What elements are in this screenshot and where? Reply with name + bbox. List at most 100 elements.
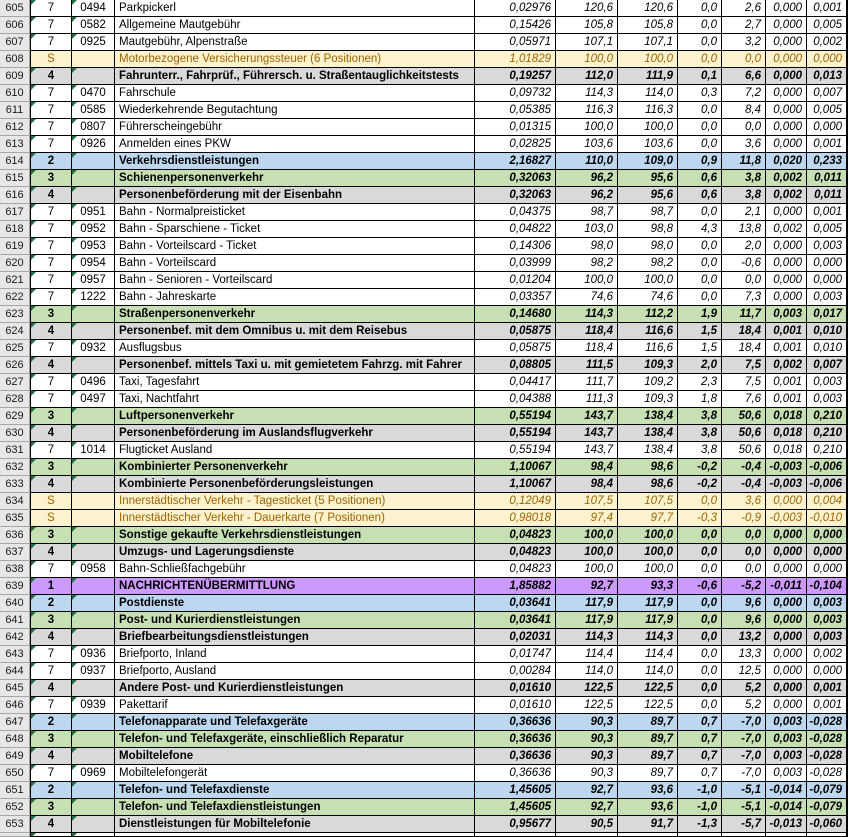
value-cell[interactable]: 107,1 bbox=[618, 34, 678, 51]
level-cell[interactable]: 7 bbox=[30, 646, 72, 663]
value-cell[interactable]: 0,0 bbox=[678, 629, 722, 646]
code-cell[interactable] bbox=[72, 170, 115, 187]
value-cell[interactable]: 0,0 bbox=[678, 612, 722, 629]
code-cell[interactable] bbox=[72, 612, 115, 629]
value-cell[interactable]: 0,95677 bbox=[475, 816, 556, 833]
value-cell[interactable]: 3,8 bbox=[722, 170, 766, 187]
level-cell[interactable]: 3 bbox=[30, 799, 72, 816]
level-cell[interactable]: 7 bbox=[30, 561, 72, 578]
value-cell[interactable]: 1,9 bbox=[678, 306, 722, 323]
value-cell[interactable]: 13,3 bbox=[722, 646, 766, 663]
value-cell[interactable]: 112,0 bbox=[556, 68, 618, 85]
value-cell[interactable]: -7,0 bbox=[722, 731, 766, 748]
value-cell[interactable]: 109,2 bbox=[618, 374, 678, 391]
code-cell[interactable]: 0952 bbox=[72, 221, 115, 238]
level-cell[interactable]: 7 bbox=[30, 85, 72, 102]
value-cell[interactable]: 0,04823 bbox=[475, 561, 556, 578]
value-cell[interactable]: 89,7 bbox=[618, 714, 678, 731]
value-cell[interactable]: 100,0 bbox=[556, 51, 618, 68]
value-cell[interactable]: 120,6 bbox=[618, 0, 678, 17]
row-number-header[interactable]: 620 bbox=[0, 255, 30, 272]
value-cell[interactable]: 109,3 bbox=[618, 391, 678, 408]
code-cell[interactable] bbox=[72, 510, 115, 527]
value-cell[interactable]: 0,7 bbox=[678, 714, 722, 731]
value-cell[interactable]: -0,6 bbox=[722, 255, 766, 272]
row-number-header[interactable]: 621 bbox=[0, 272, 30, 289]
value-cell[interactable]: 74,6 bbox=[618, 289, 678, 306]
item-name-cell[interactable]: Führerscheingebühr bbox=[115, 119, 475, 136]
value-cell[interactable]: 1,85882 bbox=[475, 578, 556, 595]
level-cell[interactable]: 4 bbox=[30, 816, 72, 833]
value-cell[interactable]: 114,0 bbox=[618, 85, 678, 102]
item-name-cell[interactable]: Parkpickerl bbox=[115, 0, 475, 17]
value-cell[interactable]: 93,3 bbox=[618, 578, 678, 595]
value-cell[interactable]: 98,4 bbox=[556, 459, 618, 476]
row-number-header[interactable]: 610 bbox=[0, 85, 30, 102]
value-cell[interactable]: 3,6 bbox=[722, 493, 766, 510]
value-cell[interactable]: 1,45605 bbox=[475, 782, 556, 799]
row-number-header[interactable]: 611 bbox=[0, 102, 30, 119]
value-cell[interactable]: 100,0 bbox=[618, 272, 678, 289]
item-name-cell[interactable]: Dienstleistungen für Mobiltelefonie bbox=[115, 816, 475, 833]
item-name-cell[interactable]: Straßenpersonenverkehr bbox=[115, 306, 475, 323]
value-cell[interactable]: 0,003 bbox=[807, 238, 848, 255]
value-cell[interactable]: 0,14680 bbox=[475, 306, 556, 323]
value-cell[interactable]: 0,55194 bbox=[475, 442, 556, 459]
level-cell[interactable]: 4 bbox=[30, 187, 72, 204]
value-cell[interactable]: 2,16827 bbox=[475, 153, 556, 170]
item-name-cell[interactable]: Mobiltelefongerät bbox=[115, 765, 475, 782]
value-cell[interactable]: -5,2 bbox=[722, 578, 766, 595]
value-cell[interactable]: -0,079 bbox=[807, 782, 848, 799]
row-number-header[interactable]: 642 bbox=[0, 629, 30, 646]
value-cell[interactable]: -0,2 bbox=[678, 459, 722, 476]
row-number-header[interactable]: 649 bbox=[0, 748, 30, 765]
code-cell[interactable]: 0951 bbox=[72, 204, 115, 221]
value-cell[interactable]: 8,4 bbox=[722, 102, 766, 119]
value-cell[interactable]: -0,4 bbox=[722, 459, 766, 476]
item-name-cell[interactable]: Briefbearbeitungsdienstleistungen bbox=[115, 629, 475, 646]
value-cell[interactable]: 98,8 bbox=[618, 221, 678, 238]
item-name-cell[interactable]: Bahn - Vorteilscard - Ticket bbox=[115, 238, 475, 255]
row-number-header[interactable]: 629 bbox=[0, 408, 30, 425]
value-cell[interactable]: 143,7 bbox=[556, 408, 618, 425]
code-cell[interactable]: 0939 bbox=[72, 697, 115, 714]
value-cell[interactable]: 0,020 bbox=[766, 153, 807, 170]
row-number-header[interactable] bbox=[0, 833, 30, 837]
value-cell[interactable] bbox=[722, 833, 766, 837]
item-name-cell[interactable]: Telefon- und Telefaxdienste bbox=[115, 782, 475, 799]
value-cell[interactable]: 0,0 bbox=[678, 595, 722, 612]
code-cell[interactable]: 1014 bbox=[72, 442, 115, 459]
value-cell[interactable]: 0,000 bbox=[766, 85, 807, 102]
level-cell[interactable]: 4 bbox=[30, 357, 72, 374]
item-name-cell[interactable] bbox=[115, 833, 475, 837]
value-cell[interactable]: 100,0 bbox=[556, 561, 618, 578]
value-cell[interactable]: 50,6 bbox=[722, 442, 766, 459]
code-cell[interactable] bbox=[72, 425, 115, 442]
value-cell[interactable]: 0,000 bbox=[766, 136, 807, 153]
value-cell[interactable]: 1,5 bbox=[678, 323, 722, 340]
value-cell[interactable]: 0,000 bbox=[766, 527, 807, 544]
code-cell[interactable]: 0585 bbox=[72, 102, 115, 119]
value-cell[interactable]: 98,4 bbox=[556, 476, 618, 493]
value-cell[interactable]: 98,7 bbox=[556, 204, 618, 221]
code-cell[interactable] bbox=[72, 357, 115, 374]
value-cell[interactable]: 103,6 bbox=[618, 136, 678, 153]
value-cell[interactable]: 98,7 bbox=[618, 204, 678, 221]
item-name-cell[interactable]: Wiederkehrende Begutachtung bbox=[115, 102, 475, 119]
value-cell[interactable]: 0,0 bbox=[678, 544, 722, 561]
value-cell[interactable]: 0,09732 bbox=[475, 85, 556, 102]
value-cell[interactable]: 0,0 bbox=[678, 527, 722, 544]
item-name-cell[interactable]: Taxi, Nachtfahrt bbox=[115, 391, 475, 408]
code-cell[interactable] bbox=[72, 816, 115, 833]
row-number-header[interactable]: 618 bbox=[0, 221, 30, 238]
value-cell[interactable]: 116,6 bbox=[618, 340, 678, 357]
level-cell[interactable]: 7 bbox=[30, 391, 72, 408]
code-cell[interactable] bbox=[72, 578, 115, 595]
value-cell[interactable]: 0,001 bbox=[807, 697, 848, 714]
value-cell[interactable]: 117,9 bbox=[618, 612, 678, 629]
level-cell[interactable]: S bbox=[30, 510, 72, 527]
value-cell[interactable]: 0,000 bbox=[807, 119, 848, 136]
value-cell[interactable]: 90,3 bbox=[556, 765, 618, 782]
row-number-header[interactable]: 650 bbox=[0, 765, 30, 782]
item-name-cell[interactable]: Bahn - Normalpreisticket bbox=[115, 204, 475, 221]
